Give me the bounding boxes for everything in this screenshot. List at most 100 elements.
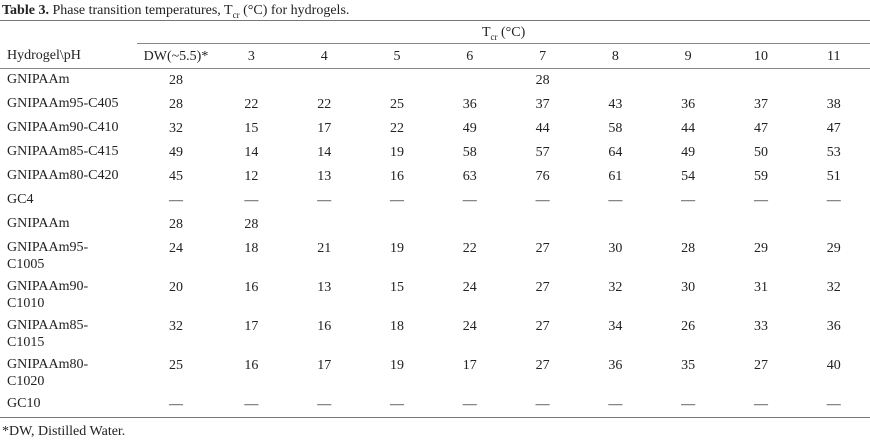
table-row: GC10— — — — — — — — — — xyxy=(0,393,870,418)
table-row: GNIPAAm85- C1015 32 17 16 18 24 27 34 26 33 36 xyxy=(0,315,870,354)
table-cell: 51 xyxy=(826,169,841,184)
table-cell: 43 xyxy=(608,97,623,112)
table-cell: 16 xyxy=(389,169,404,184)
table-cell: — xyxy=(137,393,215,418)
table-cell: — xyxy=(681,193,696,208)
table-cell: 37 xyxy=(753,97,768,112)
table-cell: 19 xyxy=(389,358,404,373)
table-cell: 27 xyxy=(535,241,550,256)
table-cell: 20 xyxy=(169,280,183,295)
table-row: GNIPAAm80- C1020 25 16 17 19 17 27 36 35 27 40 xyxy=(0,354,870,393)
table-cell: 18 xyxy=(389,319,404,334)
table-cell: — xyxy=(462,193,477,208)
row-label: GNIPAAm85- C1015 xyxy=(7,318,89,350)
table-cell xyxy=(506,213,579,237)
table-cell: 25 xyxy=(169,358,183,373)
table-row: GNIPAAm 28 28 xyxy=(0,213,870,237)
table-cell: 37 xyxy=(535,97,550,112)
table-cell xyxy=(725,213,798,237)
table-cell: 17 xyxy=(244,319,259,334)
table-cell: 28 xyxy=(681,241,696,256)
table-cell: 63 xyxy=(462,169,477,184)
table-cell: 16 xyxy=(244,280,259,295)
row-label: GNIPAAm95- C1005 xyxy=(7,240,89,272)
table-cell xyxy=(797,213,870,237)
table-cell: 25 xyxy=(389,97,404,112)
table-cell: 36 xyxy=(826,319,841,334)
group-header: Tcr (°C) xyxy=(137,21,870,44)
row-label: GNIPAAm xyxy=(7,72,70,87)
table-row: GC4 — — — — — — — — — — xyxy=(0,189,870,213)
table-row: GNIPAAm95- C1005 24 18 21 19 22 27 30 28 29 29 xyxy=(0,237,870,276)
table-cell: 14 xyxy=(244,145,259,160)
table-cell: 49 xyxy=(462,121,477,136)
table-cell xyxy=(652,213,725,237)
row-label: GNIPAAm80- C1020 xyxy=(7,357,89,389)
column-header: 7 xyxy=(506,43,579,69)
table-cell: 24 xyxy=(462,319,477,334)
table-cell: 28 xyxy=(169,73,183,88)
table-cell: 18 xyxy=(244,241,259,256)
table-cell: — xyxy=(215,393,288,418)
table-cell xyxy=(652,69,725,94)
table-row: GNIPAAm90- C1010 20 16 13 15 24 27 32 30 31 32 xyxy=(0,276,870,315)
table-cell: 34 xyxy=(608,319,623,334)
table-cell: 22 xyxy=(317,97,332,112)
table-cell: 19 xyxy=(389,241,404,256)
table-cell: 17 xyxy=(462,358,477,373)
table-cell: 22 xyxy=(244,97,259,112)
table-cell: 27 xyxy=(535,358,550,373)
table-row: GNIPAAm 28 28 xyxy=(0,69,870,94)
table-cell: 59 xyxy=(753,169,768,184)
table-row: GNIPAAm85-C415 49 14 14 19 58 57 64 49 50 53 xyxy=(0,141,870,165)
table-cell: 44 xyxy=(535,121,550,136)
row-label: GNIPAAm95-C405 xyxy=(7,96,119,111)
table-cell: — xyxy=(535,193,550,208)
column-header: 8 xyxy=(578,43,652,69)
table-cell: 24 xyxy=(169,241,183,256)
table-cell: 15 xyxy=(389,280,404,295)
row-label: GC10 xyxy=(0,393,137,418)
table-cell: 58 xyxy=(608,121,623,136)
table-cell xyxy=(433,213,506,237)
row-label: GNIPAAm xyxy=(7,216,70,231)
table-cell: 30 xyxy=(681,280,696,295)
row-label: GNIPAAm90-C410 xyxy=(7,120,119,135)
table-cell: 54 xyxy=(681,169,696,184)
table-cell: 32 xyxy=(169,319,183,334)
table-cell xyxy=(361,69,434,94)
table-cell: 76 xyxy=(535,169,550,184)
table-cell: 28 xyxy=(244,217,259,232)
table-cell: — xyxy=(287,393,361,418)
table-cell: 26 xyxy=(681,319,696,334)
table-cell xyxy=(433,69,506,94)
table-cell: — xyxy=(753,193,768,208)
table-cell: 22 xyxy=(462,241,477,256)
table-cell: 29 xyxy=(753,241,768,256)
table-cell: 36 xyxy=(608,358,623,373)
table-cell: — xyxy=(506,393,579,418)
table-cell: — xyxy=(651,393,725,418)
table-cell: — xyxy=(244,193,259,208)
table-cell: — xyxy=(797,393,870,418)
table-cell: 27 xyxy=(535,319,550,334)
caption-subscript: cr xyxy=(232,9,240,20)
table-cell xyxy=(579,213,652,237)
column-header: 11 xyxy=(797,43,870,69)
table-cell: 58 xyxy=(462,145,477,160)
table-cell: 45 xyxy=(169,169,183,184)
table-cell: 49 xyxy=(681,145,696,160)
column-header: DW(~5.5)* xyxy=(137,43,215,69)
row-label: GNIPAAm80-C420 xyxy=(7,168,119,183)
table-cell: 31 xyxy=(753,280,768,295)
data-table: Tcr (°C) Hydrogel\pH DW(~5.5)* 3 4 5 6 7 8 9 10 11… xyxy=(0,21,870,418)
table-cell: — xyxy=(578,393,652,418)
table-cell: 47 xyxy=(753,121,768,136)
table-cell: 44 xyxy=(681,121,696,136)
table-cell: 13 xyxy=(317,280,332,295)
table-cell xyxy=(725,69,798,94)
table-cell: 47 xyxy=(826,121,841,136)
table-label: Table 3. xyxy=(2,3,49,18)
table-cell: — xyxy=(169,193,183,208)
table-cell: 27 xyxy=(535,280,550,295)
